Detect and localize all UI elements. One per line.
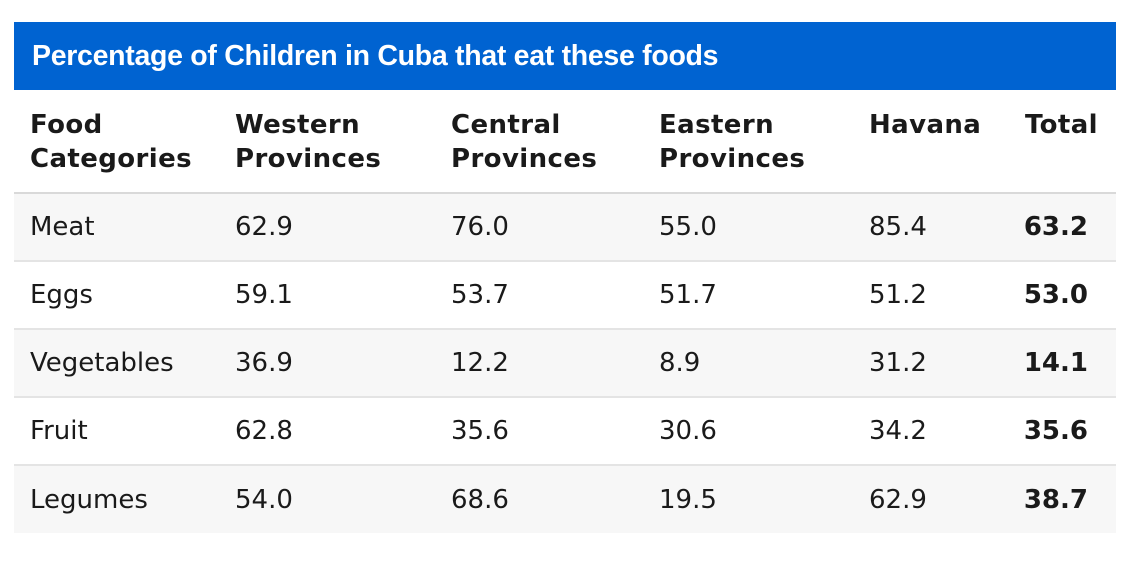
value-cell: 76.0 — [435, 193, 643, 262]
value-cell: 55.0 — [643, 193, 853, 262]
value-cell: 30.6 — [643, 397, 853, 466]
value-cell: 62.8 — [219, 397, 435, 466]
value-cell: 53.7 — [435, 261, 643, 330]
header-line: Provinces — [451, 144, 598, 174]
total-cell: 38.7 — [1003, 465, 1116, 533]
header-havana: Havana — [853, 90, 1003, 194]
value-cell: 54.0 — [219, 465, 435, 533]
value-cell: 51.7 — [643, 261, 853, 330]
value-cell: 51.2 — [853, 261, 1003, 330]
value-cell: 68.6 — [435, 465, 643, 533]
header-line: Provinces — [235, 144, 382, 174]
value-cell: 62.9 — [219, 193, 435, 262]
category-cell: Legumes — [14, 465, 219, 533]
table-body: Meat 62.9 76.0 55.0 85.4 63.2 Eggs 59.1 53.7 51.7… — [14, 193, 1116, 533]
category-cell: Meat — [14, 193, 219, 262]
header-row: Food Categories Western Provinces Central P… — [14, 90, 1116, 194]
category-cell: Vegetables — [14, 329, 219, 398]
value-cell: 8.9 — [643, 329, 853, 398]
table-row: Fruit 62.8 35.6 30.6 34.2 35.6 — [14, 397, 1116, 466]
category-cell: Eggs — [14, 261, 219, 330]
title-bar: Percentage of Children in Cuba that eat … — [14, 22, 1116, 90]
value-cell: 85.4 — [853, 193, 1003, 262]
table-row: Vegetables 36.9 12.2 8.9 31.2 14.1 — [14, 329, 1116, 398]
total-cell: 35.6 — [1003, 397, 1116, 466]
header-line: Havana — [869, 110, 982, 140]
header-western-provinces: Western Provinces — [219, 90, 435, 194]
header-central-provinces: Central Provinces — [435, 90, 643, 194]
table-header: Food Categories Western Provinces Central P… — [14, 90, 1116, 194]
total-cell: 63.2 — [1003, 193, 1116, 262]
header-line: Food — [30, 110, 103, 140]
header-line: Central — [451, 110, 561, 140]
table-row: Legumes 54.0 68.6 19.5 62.9 38.7 — [14, 465, 1116, 533]
table-row: Eggs 59.1 53.7 51.7 51.2 53.0 — [14, 261, 1116, 330]
header-food-categories: Food Categories — [14, 90, 219, 194]
total-cell: 53.0 — [1003, 261, 1116, 330]
value-cell: 36.9 — [219, 329, 435, 398]
category-cell: Fruit — [14, 397, 219, 466]
header-line: Western — [235, 110, 361, 140]
header-line: Total — [1024, 110, 1098, 140]
value-cell: 35.6 — [435, 397, 643, 466]
table-row: Meat 62.9 76.0 55.0 85.4 63.2 — [14, 193, 1116, 262]
header-line: Eastern — [659, 110, 774, 140]
value-cell: 12.2 — [435, 329, 643, 398]
header-eastern-provinces: Eastern Provinces — [643, 90, 853, 194]
value-cell: 31.2 — [853, 329, 1003, 398]
header-line: Provinces — [659, 144, 806, 174]
value-cell: 59.1 — [219, 261, 435, 330]
chart-title: Percentage of Children in Cuba that eat … — [32, 39, 719, 72]
header-total: Total — [1003, 90, 1116, 194]
data-table-chart: Percentage of Children in Cuba that eat … — [14, 22, 1116, 533]
header-line: Categories — [30, 144, 193, 174]
total-cell: 14.1 — [1003, 329, 1116, 398]
value-cell: 34.2 — [853, 397, 1003, 466]
value-cell: 62.9 — [853, 465, 1003, 533]
food-table: Food Categories Western Provinces Central P… — [14, 90, 1116, 533]
value-cell: 19.5 — [643, 465, 853, 533]
